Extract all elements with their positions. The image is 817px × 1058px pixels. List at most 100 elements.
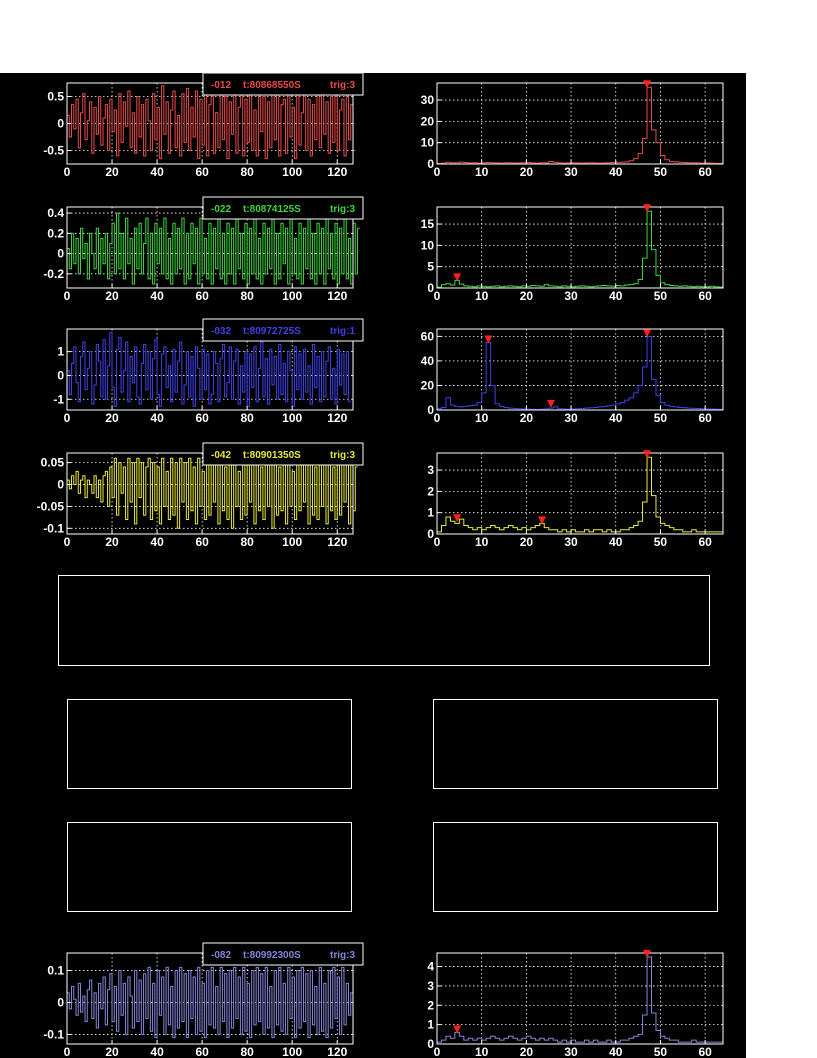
x-tick-label: 120 [327, 411, 347, 425]
x-tick-label: 50 [654, 1045, 668, 1058]
x-tick-label: 40 [609, 411, 623, 425]
x-tick-label: 20 [105, 165, 119, 179]
y-tick-label: 0 [57, 478, 64, 492]
y-tick-label: 20 [421, 114, 435, 128]
x-tick-label: 20 [105, 411, 119, 425]
info-box-frame [202, 72, 364, 96]
y-tick-label: 0 [57, 117, 64, 131]
grid-lines [437, 207, 723, 288]
y-tick-label: 0 [427, 527, 434, 541]
x-tick-label: 50 [654, 289, 668, 303]
x-tick-label: 10 [475, 289, 489, 303]
y-tick-label: 0 [427, 281, 434, 295]
y-tick-label: 1 [427, 1018, 434, 1032]
series-line [437, 86, 723, 164]
y-tick-label: 15 [421, 217, 435, 231]
peak-marker [643, 450, 652, 459]
x-tick-label: 120 [327, 1045, 347, 1058]
y-tick-label: 0.1 [47, 964, 64, 978]
series-line [437, 210, 723, 288]
info-channel: -012 [211, 80, 231, 91]
info-box-frame [202, 442, 364, 466]
info-box: -022 t:80874125S trig:3 [202, 196, 364, 220]
info-time: t:80868550S [243, 80, 301, 91]
x-tick-label: 50 [654, 165, 668, 179]
y-tick-label: -0.2 [43, 267, 64, 281]
x-tick-label: 40 [609, 535, 623, 549]
x-tick-label: 60 [698, 289, 712, 303]
peak-marker [538, 516, 547, 525]
x-tick-label: 0 [64, 1045, 71, 1058]
y-tick-label: 0 [57, 995, 64, 1009]
y-tick-label: 0.05 [41, 456, 65, 470]
peak-marker [453, 273, 462, 282]
x-tick-label: 20 [520, 165, 534, 179]
x-tick-label: 40 [150, 289, 164, 303]
y-tick-label: 10 [421, 136, 435, 150]
y-tick-label: 0 [57, 368, 64, 382]
x-tick-label: 80 [240, 535, 254, 549]
x-tick-label: 60 [195, 535, 209, 549]
y-tick-label: 0.2 [47, 226, 64, 240]
empty-plot-box [433, 822, 718, 912]
y-tick-label: 0 [427, 403, 434, 417]
y-tick-label: 1 [57, 345, 64, 359]
x-tick-label: 20 [520, 411, 534, 425]
info-time: t:80874125S [243, 204, 301, 215]
plot-canvas: 0 20 40 60 80 100 120 0.5 0 -0.5 -012 t:80868550S tr… [0, 72, 746, 1058]
info-box: -032 t:80972725S trig:1 [202, 318, 364, 342]
y-tick-label: 4 [427, 960, 434, 974]
y-tick-label: -0.1 [43, 521, 64, 535]
info-box: -012 t:80868550S trig:3 [202, 72, 364, 96]
y-tick-label: 20 [421, 378, 435, 392]
x-tick-label: 100 [282, 165, 302, 179]
series-line [67, 212, 360, 285]
x-tick-label: 0 [64, 289, 71, 303]
x-tick-label: 60 [195, 1045, 209, 1058]
y-tick-label: 2 [427, 998, 434, 1012]
y-tick-label: 0 [427, 157, 434, 171]
x-tick-label: 100 [282, 535, 302, 549]
x-tick-label: 80 [240, 411, 254, 425]
waveform-panel: 0 20 40 60 80 100 120 0.1 0 -0.1 -082 t:80992300S tr… [30, 942, 364, 1058]
peak-marker [643, 204, 652, 213]
y-tick-label: 10 [421, 238, 435, 252]
info-time: t:80972725S [243, 326, 301, 337]
x-tick-label: 100 [282, 289, 302, 303]
grid-lines [437, 953, 723, 1044]
info-trigger: trig:3 [330, 80, 355, 91]
x-tick-label: 10 [475, 535, 489, 549]
y-tick-label: 40 [421, 354, 435, 368]
info-box-frame [202, 196, 364, 220]
x-tick-label: 20 [520, 535, 534, 549]
empty-plot-box [67, 699, 352, 789]
x-tick-label: 20 [105, 1045, 119, 1058]
x-tick-label: 120 [327, 535, 347, 549]
spectrum-panel: 0 10 20 30 40 50 60 0 1 2 3 [400, 443, 730, 549]
info-channel: -032 [211, 326, 231, 337]
info-box: -082 t:80992300S trig:3 [202, 942, 364, 966]
grid-lines [437, 453, 723, 534]
spectrum-chart: 0 10 20 30 40 50 60 0 5 10 15 [421, 204, 724, 303]
spectrum-panel: 0 10 20 30 40 50 60 0 20 40 60 [400, 319, 730, 425]
spectrum-panel: 0 10 20 30 40 50 60 0 1 2 3 4 [400, 943, 730, 1058]
x-tick-label: 120 [327, 289, 347, 303]
plot-frame [436, 952, 724, 1045]
x-tick-label: 50 [654, 411, 668, 425]
waveform-panel: 0 20 40 60 80 100 120 0.4 0.2 0 -0.2 -022 t:80874125… [30, 196, 364, 303]
x-tick-label: 0 [64, 411, 71, 425]
series-line [67, 457, 358, 529]
spectrum-chart: 0 10 20 30 40 50 60 0 20 40 60 [421, 328, 724, 425]
spectrum-panel: 0 10 20 30 40 50 60 0 10 20 30 [400, 73, 730, 179]
series-line [67, 966, 353, 1039]
info-box: -042 t:80901350S trig:3 [202, 442, 364, 466]
x-tick-label: 20 [105, 535, 119, 549]
x-tick-label: 100 [282, 1045, 302, 1058]
x-tick-label: 80 [240, 1045, 254, 1058]
x-tick-label: 100 [282, 411, 302, 425]
y-tick-label: 2 [427, 484, 434, 498]
waveform-panel: 0 20 40 60 80 100 120 0.5 0 -0.5 -012 t:80868550S tr… [30, 72, 364, 179]
